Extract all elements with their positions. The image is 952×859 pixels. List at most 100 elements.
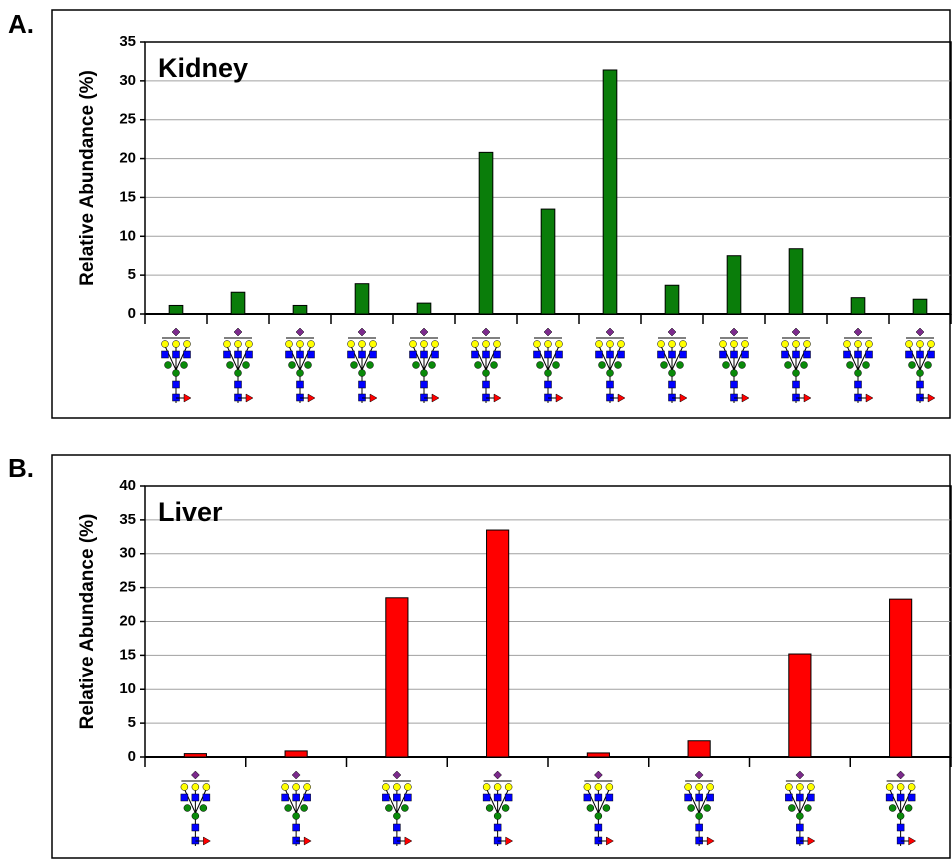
galactose [866, 341, 873, 348]
mannose [847, 362, 854, 369]
glcnac [545, 381, 552, 388]
glcnac [286, 351, 293, 358]
mannose [788, 805, 795, 812]
mannose [889, 805, 896, 812]
galactose [844, 341, 851, 348]
glcnac [304, 794, 311, 801]
bar [293, 305, 307, 314]
glcnac [173, 381, 180, 388]
mannose [293, 813, 300, 820]
fucose [432, 394, 439, 402]
sialic-acid [916, 328, 924, 336]
y-tick-label: 40 [119, 477, 136, 494]
y-axis-label: Relative Abundance (%) [77, 514, 98, 730]
glcnac [707, 794, 714, 801]
glcnac [607, 351, 614, 358]
fucose [928, 394, 935, 402]
glcnac [917, 351, 924, 358]
glcnac [906, 351, 913, 358]
glcnac [685, 794, 692, 801]
galactose [224, 341, 231, 348]
mannose [739, 362, 746, 369]
glycan-icon [282, 771, 312, 846]
bar [231, 292, 245, 314]
fucose [909, 837, 916, 845]
fucose [680, 394, 687, 402]
galactose [556, 341, 563, 348]
glcnac [917, 381, 924, 388]
bar [603, 70, 617, 314]
mannose [677, 362, 684, 369]
galactose [494, 784, 501, 791]
glcnac [472, 351, 479, 358]
mannose [483, 370, 490, 377]
galactose [928, 341, 935, 348]
galactose [173, 341, 180, 348]
mannose [385, 805, 392, 812]
galactose [483, 784, 490, 791]
mannose [181, 362, 188, 369]
galactose [669, 341, 676, 348]
glcnac [844, 351, 851, 358]
galactose [731, 341, 738, 348]
y-tick-label: 35 [119, 33, 136, 50]
sialic-acid [544, 328, 552, 336]
chart-title: Kidney [158, 53, 248, 83]
sialic-acid [594, 771, 602, 779]
galactose [545, 341, 552, 348]
galactose [680, 341, 687, 348]
mannose [587, 805, 594, 812]
sialic-acid [191, 771, 199, 779]
glcnac [235, 381, 242, 388]
galactose [286, 341, 293, 348]
sialic-acid [695, 771, 703, 779]
mannose [486, 805, 493, 812]
galactose [534, 341, 541, 348]
glcnac [382, 794, 389, 801]
bar [727, 256, 741, 314]
sialic-acid [292, 771, 300, 779]
bar [789, 249, 803, 314]
glcnac [308, 351, 315, 358]
mannose [855, 370, 862, 377]
y-tick-label: 5 [128, 266, 136, 283]
chart-title: Liver [158, 497, 223, 527]
glcnac [886, 794, 893, 801]
mannose [413, 362, 420, 369]
galactose [308, 341, 315, 348]
fucose [304, 837, 311, 845]
mannose [723, 362, 730, 369]
glcnac [293, 824, 300, 831]
y-tick-label: 35 [119, 511, 136, 528]
glcnac [505, 794, 512, 801]
mannose [227, 362, 234, 369]
bar [355, 284, 369, 314]
bar [169, 305, 183, 314]
mannose [796, 813, 803, 820]
fucose [556, 394, 563, 402]
galactose [804, 341, 811, 348]
glcnac [897, 824, 904, 831]
mannose [200, 805, 207, 812]
glycan-icon [162, 328, 192, 403]
mannose [502, 805, 509, 812]
glycan-icon [782, 328, 812, 403]
bar [851, 298, 865, 314]
sialic-acid [296, 328, 304, 336]
glcnac [483, 381, 490, 388]
mannose [367, 362, 374, 369]
bar [789, 654, 811, 757]
galactose [494, 341, 501, 348]
y-tick-label: 25 [119, 579, 136, 596]
mannose [173, 370, 180, 377]
glcnac [680, 351, 687, 358]
y-tick-label: 0 [128, 305, 136, 322]
galactose [304, 784, 311, 791]
galactose [897, 784, 904, 791]
glcnac [494, 824, 501, 831]
mannose [475, 362, 482, 369]
bar [890, 599, 912, 757]
y-axis-label: Relative Abundance (%) [77, 70, 98, 286]
sialic-acid [730, 328, 738, 336]
mannose [905, 805, 912, 812]
